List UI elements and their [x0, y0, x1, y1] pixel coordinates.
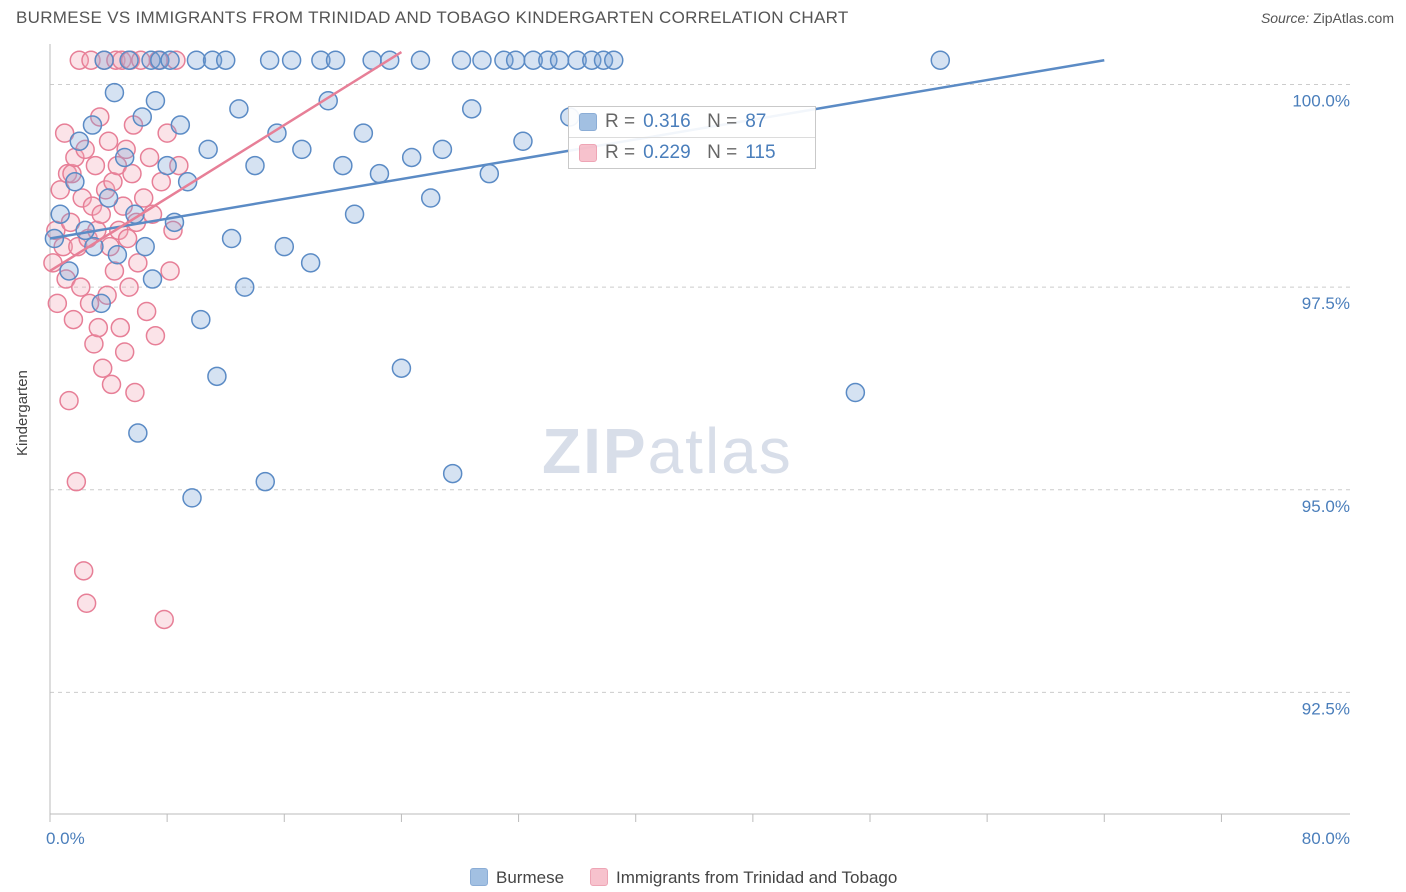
series-legend-swatch-0 [470, 868, 488, 886]
legend-r-value-0: 0.316 [643, 111, 699, 133]
legend-swatch-series-0 [579, 113, 597, 131]
legend-row-series-1: R = 0.229 N = 115 [569, 138, 815, 168]
legend-n-value-1: 115 [745, 142, 801, 164]
correlation-legend-box: R = 0.316 N = 87 R = 0.229 N = 115 [568, 106, 816, 169]
series-legend-label-1: Immigrants from Trinidad and Tobago [616, 868, 897, 887]
series-legend-item-0: Burmese [470, 868, 564, 888]
legend-n-key: N = [707, 111, 737, 133]
svg-text:80.0%: 80.0% [1302, 829, 1350, 848]
svg-text:95.0%: 95.0% [1302, 497, 1350, 516]
legend-n-key: N = [707, 142, 737, 164]
legend-swatch-series-1 [579, 144, 597, 162]
series-legend: Burmese Immigrants from Trinidad and Tob… [470, 868, 897, 888]
chart-container: Kindergarten 92.5%95.0%97.5%100.0%0.0%80… [0, 36, 1406, 866]
series-legend-label-0: Burmese [496, 868, 564, 887]
legend-r-key: R = [605, 111, 635, 133]
legend-r-value-1: 0.229 [643, 142, 699, 164]
legend-r-key: R = [605, 142, 635, 164]
legend-n-value-0: 87 [745, 111, 801, 133]
legend-row-series-0: R = 0.316 N = 87 [569, 107, 815, 138]
svg-text:97.5%: 97.5% [1302, 294, 1350, 313]
source-prefix: Source: [1261, 10, 1313, 26]
series-legend-swatch-1 [590, 868, 608, 886]
header-bar: BURMESE VS IMMIGRANTS FROM TRINIDAD AND … [0, 0, 1406, 36]
chart-title: BURMESE VS IMMIGRANTS FROM TRINIDAD AND … [16, 8, 849, 28]
svg-text:92.5%: 92.5% [1302, 699, 1350, 718]
svg-text:0.0%: 0.0% [46, 829, 85, 848]
source-site: ZipAtlas.com [1313, 10, 1394, 26]
svg-text:100.0%: 100.0% [1292, 92, 1350, 111]
series-legend-item-1: Immigrants from Trinidad and Tobago [590, 868, 897, 888]
source-attribution: Source: ZipAtlas.com [1261, 10, 1394, 26]
